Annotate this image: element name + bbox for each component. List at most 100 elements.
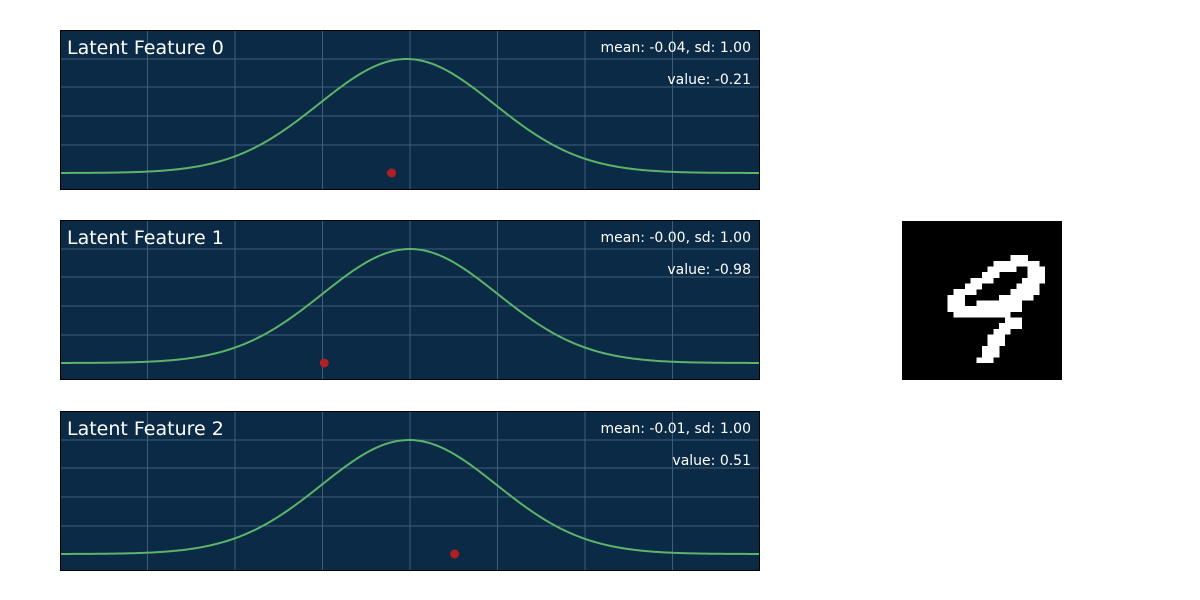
chart-plot-area bbox=[60, 220, 760, 380]
distribution-curve bbox=[60, 247, 760, 364]
digit-pixel bbox=[976, 311, 983, 318]
digit-pixel bbox=[1010, 255, 1017, 261]
digit-pixel bbox=[987, 351, 994, 358]
digit-pixel bbox=[1022, 294, 1028, 301]
digit-pixel bbox=[1033, 272, 1040, 278]
digit-pixel bbox=[999, 306, 1005, 312]
latent-feature-panel: Latent Feature 0 mean: -0.04, sd: 1.00 val… bbox=[60, 30, 760, 190]
panel-title: Latent Feature 0 bbox=[67, 37, 224, 59]
digit-pixel bbox=[1004, 328, 1011, 335]
digit-pixel bbox=[964, 289, 971, 295]
digit-pixel bbox=[1027, 260, 1034, 267]
digit-pixel bbox=[1004, 266, 1011, 273]
digit-pixel bbox=[982, 300, 988, 307]
digit-pixel bbox=[953, 289, 960, 295]
value-label: value: -0.21 bbox=[667, 72, 751, 88]
latent-feature-panel: Latent Feature 2 mean: -0.01, sd: 1.00 val… bbox=[60, 411, 760, 571]
digit-pixel bbox=[999, 294, 1005, 301]
digit-pixel bbox=[959, 311, 965, 318]
digit-pixel bbox=[993, 260, 1000, 267]
digit-pixel bbox=[947, 294, 954, 301]
chart-plot-area bbox=[60, 30, 760, 190]
digit-pixel bbox=[959, 306, 965, 312]
digit-pixel bbox=[953, 294, 960, 301]
digit-pixel bbox=[959, 289, 965, 295]
digit-pixel bbox=[1027, 272, 1034, 278]
digit-pixel bbox=[1010, 306, 1017, 312]
digit-pixel bbox=[1010, 260, 1017, 267]
digit-pixel bbox=[959, 300, 965, 307]
digit-pixel bbox=[1027, 289, 1034, 295]
mean-sd-label: mean: -0.04, sd: 1.00 bbox=[600, 40, 751, 56]
digit-pixel bbox=[1033, 260, 1040, 267]
digit-pixel bbox=[993, 340, 1000, 347]
digit-pixel bbox=[953, 311, 960, 318]
digit-pixel bbox=[1004, 317, 1011, 324]
digit-pixel bbox=[964, 306, 971, 312]
digit-pixel bbox=[1022, 260, 1028, 267]
digit-pixel bbox=[964, 311, 971, 318]
value-label: value: -0.98 bbox=[667, 262, 751, 278]
digit-pixel bbox=[953, 306, 960, 312]
digit-pixel bbox=[976, 306, 983, 312]
value-marker bbox=[387, 168, 397, 178]
digit-pixel bbox=[1004, 260, 1011, 267]
digit-pixel bbox=[1004, 294, 1011, 301]
digit-pixel bbox=[982, 311, 988, 318]
digit-pixel bbox=[982, 306, 988, 312]
digit-pixel bbox=[1033, 277, 1040, 284]
digit-pixel bbox=[976, 300, 983, 307]
value-marker bbox=[450, 549, 460, 559]
digit-pixel bbox=[982, 357, 988, 364]
panel-title: Latent Feature 1 bbox=[67, 227, 224, 249]
digit-pixel bbox=[1022, 283, 1028, 290]
digit-pixel bbox=[1027, 294, 1034, 301]
digit-pixel bbox=[970, 277, 977, 284]
digit-pixel bbox=[959, 294, 965, 301]
digit-pixel bbox=[1016, 283, 1023, 290]
mean-sd-label: mean: -0.01, sd: 1.00 bbox=[600, 421, 751, 437]
digit-pixel bbox=[1016, 294, 1023, 301]
digit-pixel bbox=[1039, 272, 1045, 278]
digit-pixel bbox=[1010, 300, 1017, 307]
value-label: value: 0.51 bbox=[672, 453, 751, 469]
digit-pixel bbox=[999, 334, 1005, 341]
mean-sd-label: mean: -0.00, sd: 1.00 bbox=[600, 230, 751, 246]
digit-pixel bbox=[1004, 300, 1011, 307]
digit-pixel bbox=[993, 300, 1000, 307]
digit-pixel bbox=[993, 266, 1000, 273]
digit-pixel bbox=[993, 272, 1000, 278]
digit-pixel bbox=[987, 266, 994, 273]
digit-pixel bbox=[1033, 283, 1040, 290]
digit-pixel bbox=[1039, 277, 1045, 284]
digit-pixel bbox=[964, 283, 971, 290]
digit-pixel bbox=[1010, 323, 1017, 330]
digit-pixel bbox=[987, 340, 994, 347]
digit-image bbox=[902, 221, 1062, 380]
digit-pixel bbox=[1016, 300, 1023, 307]
plot-border bbox=[60, 411, 760, 571]
digit-pixel bbox=[1022, 277, 1028, 284]
digit-pixel bbox=[982, 272, 988, 278]
digit-pixel bbox=[1022, 289, 1028, 295]
digit-pixel bbox=[970, 289, 977, 295]
digit-pixel bbox=[987, 300, 994, 307]
digit-pixel bbox=[1027, 277, 1034, 284]
digit-pixel bbox=[999, 323, 1005, 330]
digit-pixel bbox=[1016, 289, 1023, 295]
digit-pixel bbox=[1016, 323, 1023, 330]
digit-pixel bbox=[1027, 283, 1034, 290]
digit-pixel bbox=[987, 357, 994, 364]
distribution-curve bbox=[60, 439, 760, 555]
digit-pixel bbox=[1033, 266, 1040, 273]
digit-pixel bbox=[999, 260, 1005, 267]
digit-pixel bbox=[1010, 289, 1017, 295]
digit-pixel bbox=[982, 277, 988, 284]
digit-pixel bbox=[1010, 294, 1017, 301]
digit-pixel bbox=[993, 306, 1000, 312]
digit-pixel bbox=[1022, 255, 1028, 261]
digit-pixel bbox=[982, 351, 988, 358]
digit-pixel bbox=[993, 334, 1000, 341]
digit-pixel bbox=[1004, 311, 1011, 318]
